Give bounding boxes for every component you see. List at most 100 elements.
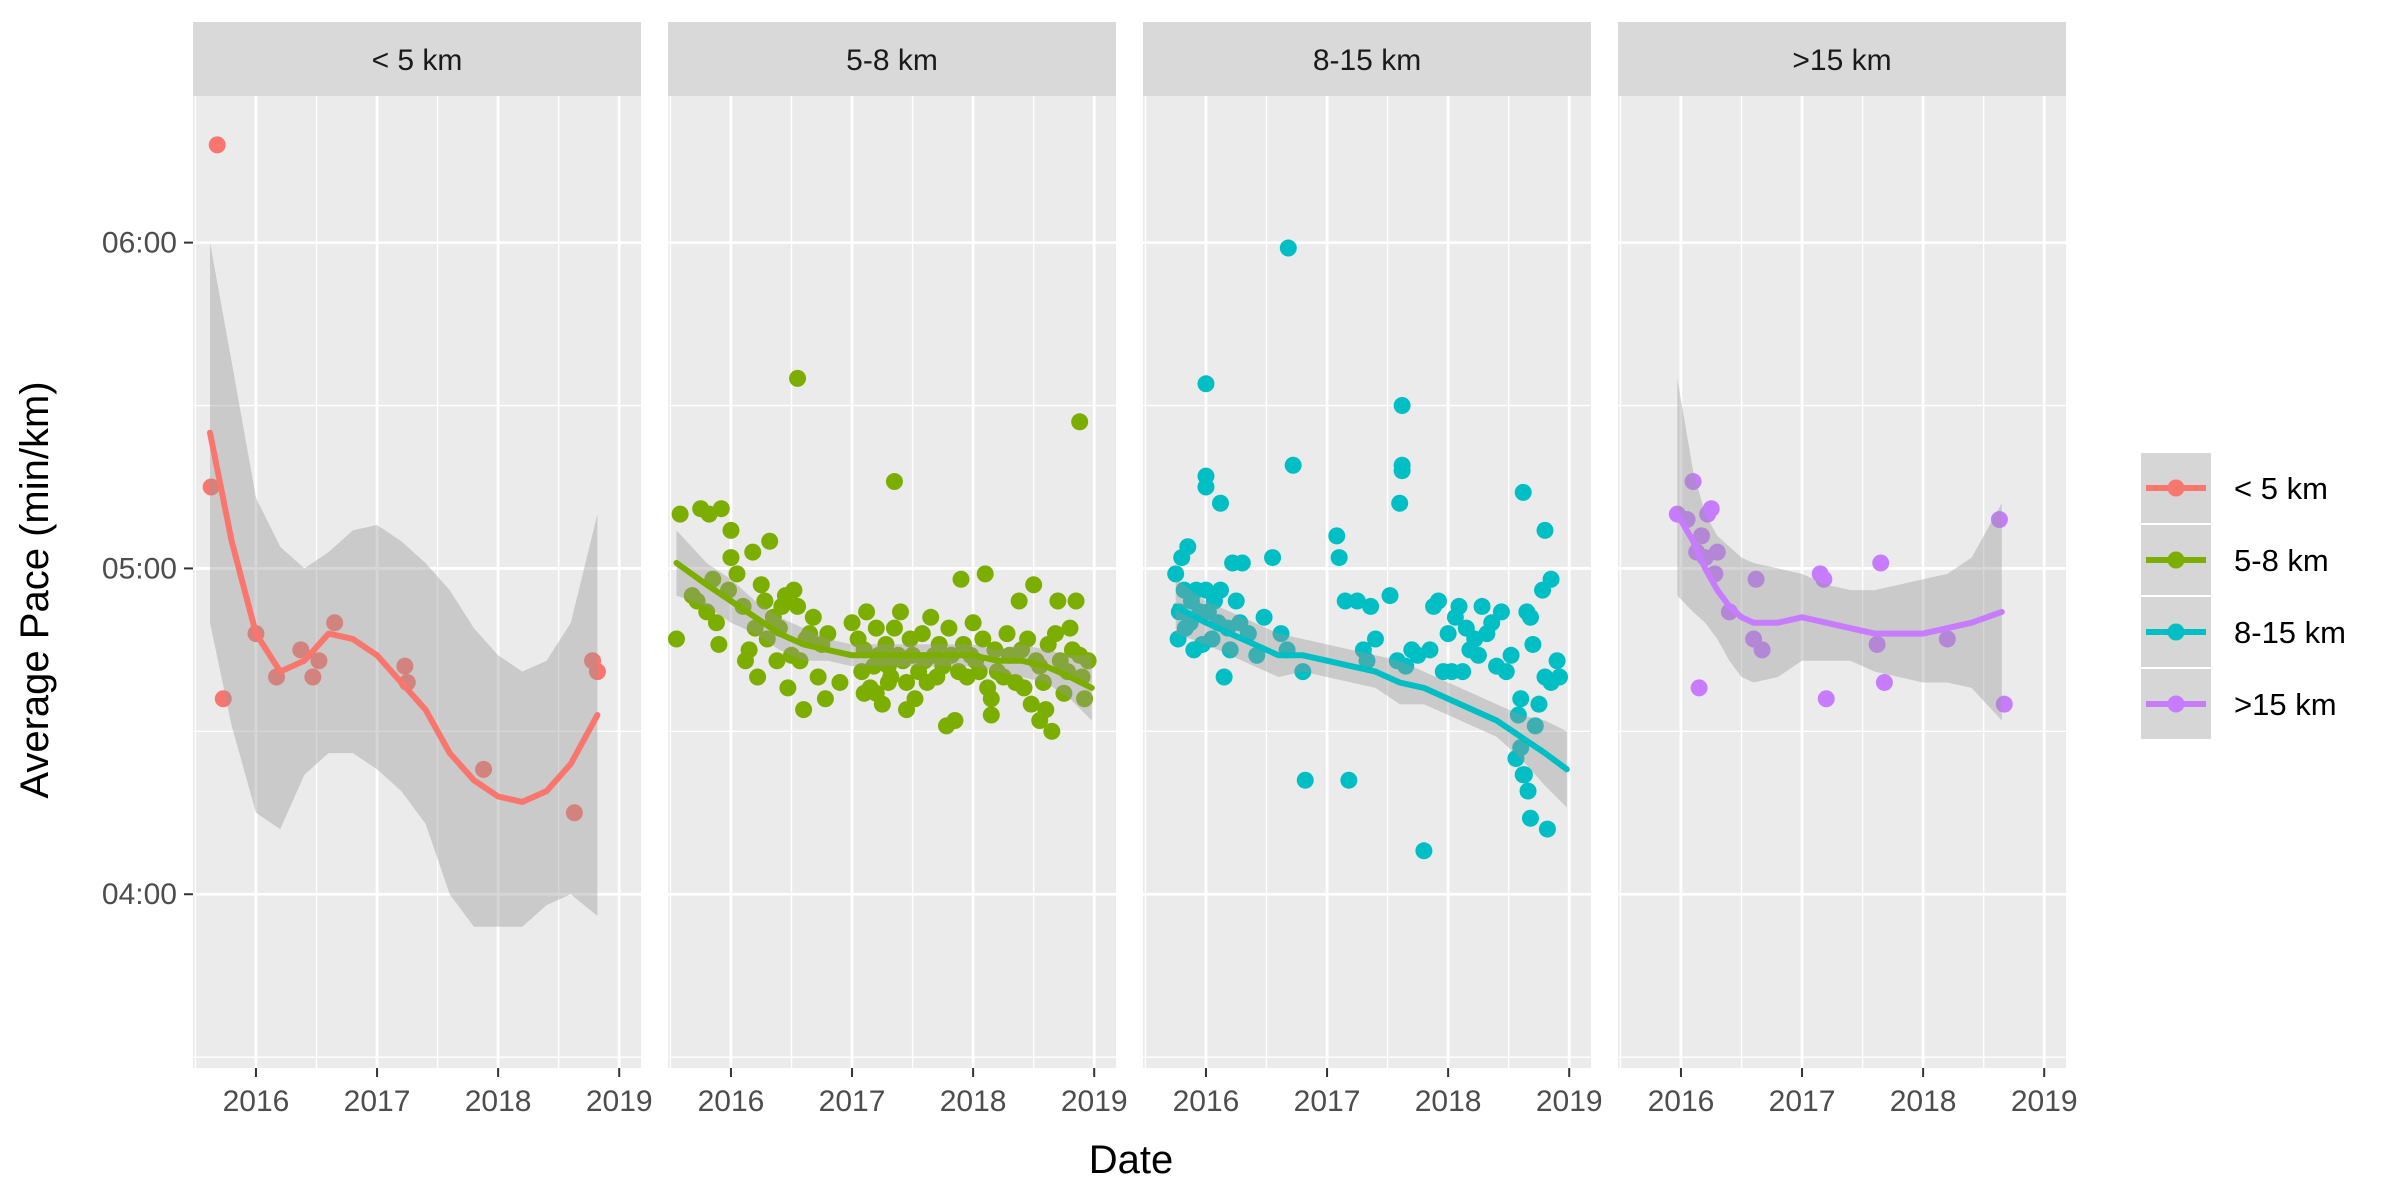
data-point bbox=[1227, 592, 1245, 610]
x-tick-label: 2018 bbox=[1890, 1085, 1957, 1118]
data-point bbox=[565, 804, 583, 822]
data-point bbox=[1536, 521, 1554, 539]
data-point bbox=[1067, 592, 1085, 610]
data-point bbox=[749, 668, 767, 686]
data-point bbox=[304, 668, 322, 686]
data-point bbox=[1393, 456, 1411, 474]
data-point bbox=[1221, 641, 1239, 659]
data-point bbox=[1514, 483, 1532, 501]
data-point bbox=[1509, 706, 1527, 724]
x-tick-label: 2017 bbox=[819, 1085, 886, 1118]
data-point bbox=[667, 630, 685, 648]
data-point bbox=[326, 614, 344, 632]
data-point bbox=[1753, 641, 1771, 659]
data-point bbox=[1515, 766, 1533, 784]
data-point bbox=[1381, 587, 1399, 605]
data-point bbox=[885, 473, 903, 491]
data-point bbox=[214, 690, 232, 708]
data-point bbox=[744, 543, 762, 561]
facet-strip-label: >15 km bbox=[1792, 44, 1891, 77]
facet-panel: >15 km 2016 2017 2018 2019 bbox=[1618, 22, 2078, 1118]
data-point bbox=[1521, 809, 1539, 827]
data-point bbox=[688, 592, 706, 610]
data-point bbox=[310, 652, 328, 670]
data-point bbox=[1348, 592, 1366, 610]
facet-strip-label: < 5 km bbox=[372, 44, 463, 77]
data-point bbox=[1747, 570, 1765, 588]
data-point bbox=[712, 500, 730, 518]
data-point bbox=[1454, 663, 1472, 681]
data-point bbox=[1076, 690, 1094, 708]
data-point bbox=[1211, 581, 1229, 599]
data-point bbox=[475, 760, 493, 778]
data-point bbox=[877, 635, 895, 653]
x-tick-label: 2017 bbox=[1769, 1085, 1836, 1118]
data-point bbox=[1034, 673, 1052, 691]
panel-background bbox=[1143, 96, 1591, 1068]
data-point bbox=[891, 603, 909, 621]
data-point bbox=[728, 565, 746, 583]
data-point bbox=[1079, 652, 1097, 670]
data-point bbox=[1817, 690, 1835, 708]
smooth-line bbox=[207, 429, 601, 805]
smooth-line bbox=[1172, 603, 1570, 773]
y-axis: 04:00 05:00 06:00 bbox=[102, 227, 193, 911]
x-tick-label: 2017 bbox=[344, 1085, 411, 1118]
facet-panel: 5-8 km 2016 2017 2018 2019 bbox=[667, 22, 1128, 1118]
facet-strip bbox=[1618, 22, 2066, 96]
data-point bbox=[898, 673, 916, 691]
data-point bbox=[1031, 711, 1049, 729]
data-point bbox=[1248, 646, 1266, 664]
data-point bbox=[804, 608, 822, 626]
data-point bbox=[722, 549, 740, 567]
data-point bbox=[1530, 695, 1548, 713]
smooth-line bbox=[673, 560, 1095, 691]
data-point bbox=[1366, 630, 1384, 648]
data-point bbox=[1990, 511, 2008, 529]
x-tick-label: 2019 bbox=[1061, 1085, 1128, 1118]
data-point bbox=[1019, 630, 1037, 648]
x-tick-label: 2019 bbox=[586, 1085, 653, 1118]
data-point bbox=[982, 690, 1000, 708]
data-point bbox=[707, 614, 725, 632]
smooth-line bbox=[1674, 511, 2005, 637]
data-point bbox=[858, 603, 876, 621]
data-point bbox=[1524, 635, 1542, 653]
data-point bbox=[1358, 652, 1376, 670]
data-point bbox=[1548, 652, 1566, 670]
data-point bbox=[795, 701, 813, 719]
data-point bbox=[1264, 549, 1282, 567]
data-point bbox=[1868, 635, 1886, 653]
data-point bbox=[785, 581, 803, 599]
data-point bbox=[940, 619, 958, 637]
data-point bbox=[879, 673, 897, 691]
y-tick-label: 04:00 bbox=[102, 878, 177, 911]
legend-key-point bbox=[2167, 623, 2185, 641]
data-point bbox=[752, 576, 770, 594]
data-point bbox=[761, 532, 779, 550]
data-point bbox=[671, 505, 689, 523]
data-point bbox=[756, 592, 774, 610]
data-point bbox=[1397, 657, 1415, 675]
data-point bbox=[1512, 739, 1530, 757]
legend-label: < 5 km bbox=[2234, 471, 2328, 506]
data-point bbox=[1046, 625, 1064, 643]
legend-label: 8-15 km bbox=[2234, 615, 2346, 650]
data-point bbox=[1296, 771, 1314, 789]
data-point bbox=[867, 684, 885, 702]
data-point bbox=[588, 663, 606, 681]
facet-strip-label: 8-15 km bbox=[1313, 44, 1421, 77]
data-point bbox=[1702, 500, 1720, 518]
x-tick-label: 2019 bbox=[1536, 1085, 1603, 1118]
data-point bbox=[1328, 527, 1346, 545]
data-point bbox=[1391, 494, 1409, 512]
data-point bbox=[768, 652, 786, 670]
panel-background bbox=[193, 96, 641, 1068]
data-point bbox=[1336, 592, 1354, 610]
data-point bbox=[791, 652, 809, 670]
data-point bbox=[1542, 570, 1560, 588]
data-point bbox=[202, 478, 220, 496]
data-point bbox=[1551, 668, 1569, 686]
data-point bbox=[1015, 679, 1033, 697]
